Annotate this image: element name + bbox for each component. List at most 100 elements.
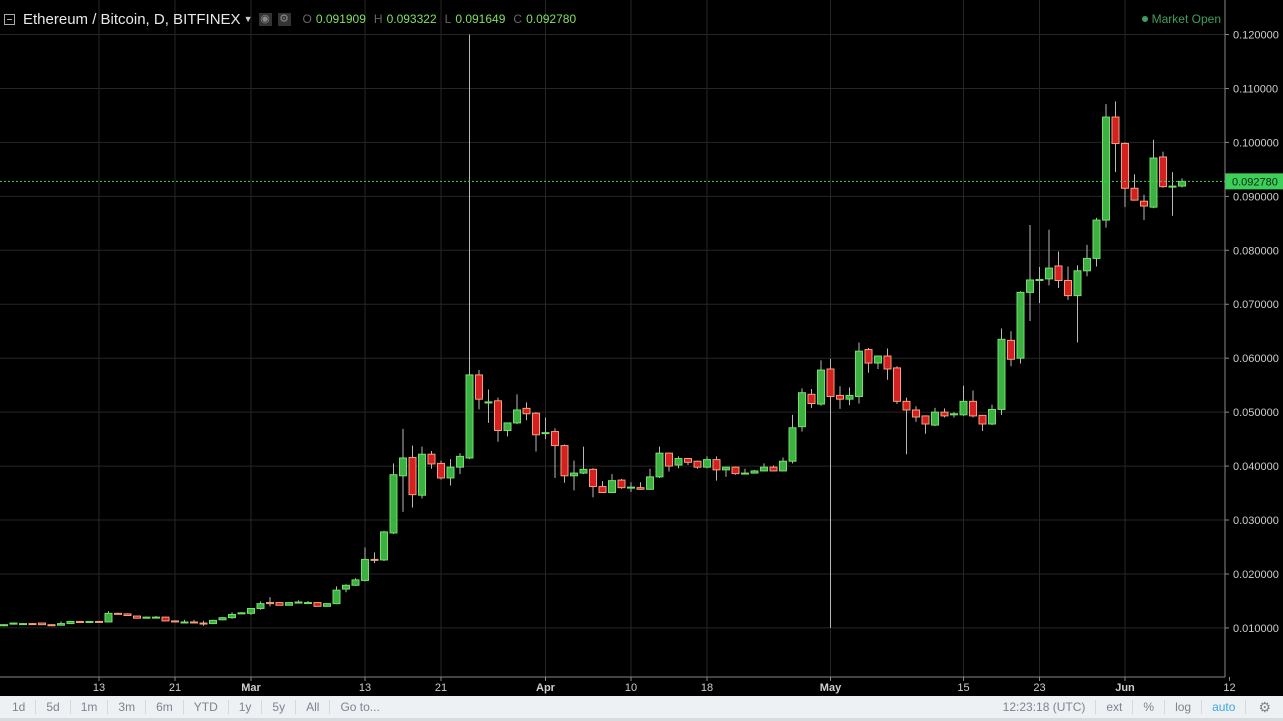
y-tick-label: 0.030000 (1233, 515, 1279, 527)
candle-body (1035, 278, 1044, 282)
candle (161, 616, 170, 622)
candle (959, 385, 968, 416)
settings-gear-icon[interactable]: ⚙ (1258, 698, 1271, 715)
candle (931, 407, 939, 427)
x-tick-label: Mar (241, 682, 261, 694)
candle (693, 460, 702, 469)
candle (788, 414, 797, 464)
range-button-1d[interactable]: 1d (0, 700, 37, 714)
candle-body (475, 374, 483, 400)
candle-body (864, 349, 873, 364)
candle-body (1026, 279, 1034, 293)
time-axis[interactable]: 13 21 Mar 13 21 Apr 10 18 May 15 23 Jun 12 (0, 676, 1236, 694)
candle-body (351, 579, 360, 586)
candle-body (1073, 270, 1082, 297)
range-buttons: 1d 5d 1m 3m 6m YTD 1y 5y All (0, 700, 331, 714)
candle (218, 617, 227, 621)
candle-body (997, 338, 1006, 410)
grid (0, 0, 1283, 696)
candle-body (1111, 116, 1120, 144)
candle (1035, 267, 1044, 304)
candle (190, 619, 198, 624)
candle (76, 620, 84, 624)
candle (722, 466, 730, 477)
price-axis[interactable]: 0.010000 0.020000 0.030000 0.040000 0.050000… (1224, 0, 1279, 677)
chart-background (0, 0, 1283, 696)
candle-body (323, 603, 331, 607)
candle (1083, 244, 1091, 277)
range-button-all[interactable]: All (296, 700, 331, 714)
range-button-1m[interactable]: 1m (71, 700, 109, 714)
candle (513, 394, 521, 425)
symbol-title[interactable]: Ethereum / Bitcoin, D, BITFINEX (23, 10, 241, 28)
goto-button[interactable]: Go to... (340, 700, 380, 714)
last-price-line: 0.092780 (0, 173, 1283, 190)
eye-icon[interactable]: ◉ (258, 12, 272, 26)
range-button-3m[interactable]: 3m (108, 700, 147, 714)
x-tick-label: 21 (169, 682, 181, 694)
x-tick-label: 13 (93, 682, 105, 694)
candle-body (285, 602, 293, 606)
candle-body (665, 452, 673, 467)
candle-body (950, 413, 958, 416)
y-tick-label: 0.070000 (1233, 299, 1279, 311)
auto-button[interactable]: auto (1202, 700, 1247, 714)
candle (152, 616, 160, 619)
percent-button[interactable]: % (1133, 700, 1166, 714)
ohlc-key: C (513, 12, 523, 26)
range-button-1y[interactable]: 1y (229, 700, 263, 714)
candle-body (807, 393, 816, 405)
candle-body (76, 620, 84, 624)
candle (560, 444, 569, 483)
candle (636, 482, 645, 490)
market-status: Market Open (1141, 12, 1221, 26)
candle (950, 412, 958, 418)
candle (47, 624, 56, 627)
candle-body (171, 620, 179, 623)
ext-button[interactable]: ext (1096, 700, 1134, 714)
candle (741, 468, 749, 475)
candle-body (513, 409, 521, 424)
candle-body (332, 589, 341, 605)
candle (598, 481, 607, 494)
candle (1045, 229, 1053, 286)
candle (494, 397, 502, 442)
candle (684, 457, 692, 465)
candle (465, 34, 474, 460)
candle-body (437, 462, 445, 479)
candle (817, 360, 825, 406)
caret-down-icon[interactable]: ▼ (243, 14, 253, 24)
range-button-5y[interactable]: 5y (262, 700, 297, 714)
gear-icon[interactable]: ⚙ (277, 12, 291, 26)
candle (750, 469, 759, 474)
candle-body (304, 602, 312, 605)
log-button[interactable]: log (1165, 700, 1203, 714)
candle (1007, 331, 1015, 367)
range-button-6m[interactable]: 6m (146, 700, 184, 714)
candle-body (570, 472, 578, 477)
candle (646, 468, 654, 490)
candle (313, 602, 322, 607)
candle-body (560, 445, 569, 477)
range-button-5d[interactable]: 5d (36, 700, 71, 714)
candle (57, 621, 65, 626)
clock-time[interactable]: 12:23:18 (UTC) (993, 700, 1097, 714)
candle-body (1054, 265, 1063, 282)
candle-body (247, 607, 255, 614)
ohlc-value: 0.091649 (455, 12, 506, 26)
candle-body (684, 458, 692, 463)
candle (608, 474, 616, 494)
candle-body (190, 621, 198, 624)
candlestick-chart[interactable]: 0.092780 0.010000 0.020000 0.030000 0.04000… (0, 0, 1283, 696)
candle (285, 602, 293, 606)
x-tick-label: 18 (701, 682, 713, 694)
candle (769, 465, 778, 472)
collapse-icon[interactable] (4, 13, 15, 25)
candle-body (522, 407, 531, 415)
candle-body (921, 415, 930, 425)
candle (627, 482, 635, 492)
y-tick-label: 0.100000 (1233, 137, 1279, 149)
range-button-ytd[interactable]: YTD (184, 700, 229, 714)
x-tick-label: Jun (1115, 682, 1135, 694)
